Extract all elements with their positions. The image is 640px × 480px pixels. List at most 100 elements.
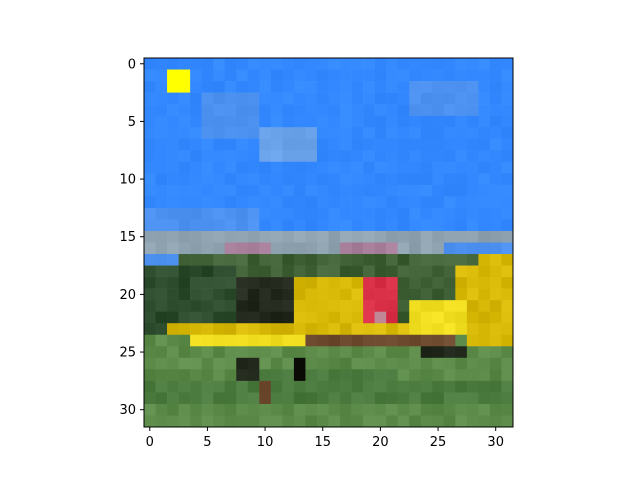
pixel-cell [167, 265, 179, 278]
pixel-cell [420, 311, 433, 324]
pixel-cell [374, 254, 387, 266]
pixel-cell [363, 104, 375, 116]
pixel-cell [420, 357, 433, 370]
pixel-cell [282, 380, 295, 393]
pixel-cell [328, 115, 341, 128]
pixel-cell [489, 288, 502, 301]
pixel-cell [351, 161, 364, 174]
pixel-cell [328, 242, 341, 255]
pixel-cell [178, 69, 191, 82]
pixel-cell [386, 346, 398, 359]
pixel-cell [409, 58, 422, 70]
pixel-cell [489, 115, 502, 128]
pixel-cell [190, 403, 202, 416]
pixel-cell [501, 104, 514, 116]
pixel-cell [178, 58, 191, 70]
pixel-cell [305, 254, 318, 266]
pixel-cell [247, 196, 260, 209]
pixel-cell [363, 392, 375, 405]
pixel-cell [236, 161, 249, 174]
pixel-cell [351, 207, 364, 220]
pixel-cell [236, 69, 249, 82]
pixel-cell [144, 138, 156, 151]
pixel-cell [374, 346, 387, 359]
pixel-cell [432, 311, 445, 324]
pixel-cell [259, 415, 272, 428]
x-tick-label: 15 [314, 435, 331, 450]
pixel-cell [397, 403, 410, 416]
pixel-cell [305, 127, 318, 140]
pixel-cell [489, 69, 502, 82]
pixel-cell [213, 81, 226, 93]
pixel-cell [270, 403, 283, 416]
pixel-cell [190, 277, 202, 289]
pixel-cell [155, 184, 168, 197]
pixel-cell [340, 254, 352, 266]
pixel-cell [144, 161, 156, 174]
pixel-cell [316, 380, 329, 393]
pixel-cell [363, 323, 375, 336]
pixel-cell [420, 254, 433, 266]
pixel-cell [316, 138, 329, 151]
pixel-cell [466, 81, 479, 93]
pixel-cell [466, 150, 479, 163]
pixel-cell [374, 369, 387, 382]
pixel-cell [270, 242, 283, 255]
pixel-cell [501, 115, 514, 128]
pixel-cell [489, 230, 502, 243]
pixel-cell [351, 357, 364, 370]
pixel-cell [328, 254, 341, 266]
pixel-cell [374, 161, 387, 174]
y-tick-label: 30 [119, 403, 136, 418]
pixel-cell [420, 161, 433, 174]
pixel-cell [351, 277, 364, 289]
pixel-cell [478, 173, 491, 186]
pixel-cell [466, 369, 479, 382]
pixel-cell [190, 230, 202, 243]
pixel-cell [155, 300, 168, 312]
pixel-cell [201, 380, 214, 393]
pixel-cell [443, 254, 456, 266]
pixel-cell [328, 334, 341, 347]
pixel-cell [247, 230, 260, 243]
pixel-cell [178, 219, 191, 232]
pixel-cell [178, 403, 191, 416]
pixel-cell [213, 138, 226, 151]
pixel-cell [190, 242, 202, 255]
pixel-cell [201, 81, 214, 93]
pixel-cell [351, 81, 364, 93]
pixel-cell [489, 254, 502, 266]
pixel-cell [178, 346, 191, 359]
pixel-cell [270, 219, 283, 232]
pixel-cell [443, 334, 456, 347]
pixel-cell [236, 230, 249, 243]
pixel-cell [420, 380, 433, 393]
pixel-cell [144, 92, 156, 105]
pixel-cell [259, 173, 272, 186]
pixel-cell [259, 357, 272, 370]
pixel-cell [328, 277, 341, 289]
pixel-cell [270, 288, 283, 301]
pixel-cell [293, 334, 306, 347]
pixel-cell [213, 369, 226, 382]
pixel-cell [374, 288, 387, 301]
pixel-cell [386, 173, 398, 186]
pixel-cell [443, 115, 456, 128]
pixel-cell [386, 58, 398, 70]
pixel-cell [443, 369, 456, 382]
pixel-cell [201, 311, 214, 324]
pixel-cell [501, 323, 514, 336]
pixel-cell [420, 138, 433, 151]
pixel-cell [386, 403, 398, 416]
pixel-cell [420, 334, 433, 347]
pixel-cell [432, 138, 445, 151]
x-axis: 0 5 10 15 20 25 30 [146, 427, 504, 450]
pixel-cell [397, 277, 410, 289]
pixel-cell [501, 357, 514, 370]
pixel-cell [455, 196, 468, 209]
pixel-cell [478, 277, 491, 289]
pixel-cell [270, 81, 283, 93]
pixel-cell [489, 184, 502, 197]
pixel-cell [501, 311, 514, 324]
x-tick-label: 0 [146, 435, 154, 450]
